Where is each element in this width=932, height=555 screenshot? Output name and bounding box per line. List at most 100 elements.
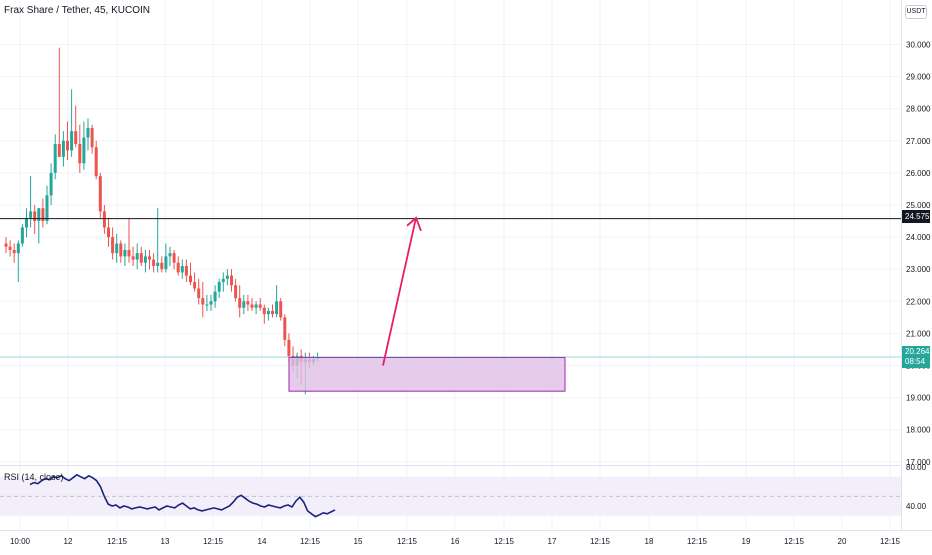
candle-body [217,282,221,292]
candle-body [279,301,283,318]
candle-body [78,144,82,164]
price-tick-label: 29.000 [906,73,931,82]
candle-body [29,211,33,218]
time-tick-label: 10:00 [10,537,31,546]
current-price-badge: 20.264 08:54 [902,346,930,368]
candle-body [16,243,20,254]
rsi-indicator-label[interactable]: RSI (14, close) [4,472,64,482]
time-tick-label: 13 [161,537,170,546]
candle-body [57,144,61,157]
price-tick-label: 22.000 [906,297,931,306]
candle-body [111,237,115,254]
candle-body [86,127,90,138]
price-tick-label: 18.000 [906,426,931,435]
bar-countdown: 08:54 [905,357,926,366]
candle-body [49,172,53,196]
candle-body [225,275,229,279]
candle-body [156,262,160,266]
candle-body [180,265,184,273]
time-tick-label: 12:15 [203,537,224,546]
resistance-price-badge: 24.575 [902,210,930,223]
time-tick-label: 12:15 [494,537,515,546]
candle-body [119,243,123,257]
candle-body [176,262,180,273]
price-tick-label: 30.000 [906,41,931,50]
candle-body [275,301,279,315]
candle-body [238,298,242,308]
price-tick-label: 21.000 [906,329,931,338]
candle-body [197,288,201,299]
candle-body [152,259,156,266]
time-axis[interactable]: 10:00 12 12:15 13 12:15 14 12:15 15 12:15 16 12:15… [10,537,901,546]
candle-body [115,243,119,254]
candle-body [45,195,49,222]
arrow-head [406,216,422,232]
candle-body [70,131,74,151]
price-tick-label: 25.000 [906,201,931,210]
candle-body [242,301,246,308]
chart-title: Frax Share / Tether, 45, KUCOIN [4,5,150,16]
candle-body [53,144,57,173]
candle-body [246,301,250,305]
candle-body [20,227,24,244]
time-tick-label: 20 [838,537,847,546]
candle-body [262,307,266,315]
candle-body [33,211,37,222]
price-axis[interactable]: 30.000 29.000 28.000 27.000 26.000 25.000 24.0… [906,41,931,467]
rsi-tick-label: 40.00 [906,502,927,511]
rsi-line [29,473,336,518]
time-tick-label: 12:15 [784,537,805,546]
candle-body [127,249,131,257]
current-price-value: 20.264 [905,347,930,356]
candle-body [135,253,139,260]
price-tick-label: 28.000 [906,105,931,114]
candle-body [189,275,192,283]
candle-body [160,262,164,270]
candle-body [287,339,291,356]
candle-body [221,278,225,283]
price-tick-label: 17.000 [906,458,931,467]
candle-body [74,131,78,145]
candle-body [12,249,16,254]
arrow-shaft [382,217,417,366]
candle-body [8,246,12,250]
candle-body [283,317,287,340]
time-tick-label: 18 [645,537,654,546]
candle-body [25,217,28,228]
candle-body [139,253,143,263]
time-tick-label: 19 [742,537,751,546]
candle-body [250,304,254,308]
candle-body [107,227,110,238]
candle-body [82,137,86,164]
price-tick-label: 27.000 [906,137,931,146]
time-tick-label: 12 [64,537,73,546]
candle-body [172,253,176,263]
support-zone[interactable] [288,356,566,392]
candle-body [184,265,188,276]
time-tick-label: 12:15 [397,537,418,546]
price-tick-label: 26.000 [906,169,931,178]
candle-body [94,147,98,177]
candle-body [168,253,172,257]
candle-body [4,243,8,247]
candle-body [131,256,135,260]
time-tick-label: 12:15 [687,537,708,546]
candle-body [205,304,209,306]
projection-arrow[interactable] [382,216,422,366]
currency-button[interactable]: USDT [905,5,927,19]
candle-body [66,140,69,151]
time-tick-label: 12:15 [300,537,321,546]
price-tick-label: 19.000 [906,394,931,403]
candle-body [209,301,213,305]
rsi-tick-label: 80.00 [906,463,927,472]
candle-body [258,304,262,308]
price-candles [4,47,320,395]
time-tick-label: 17 [548,537,557,546]
candle-body [230,275,233,286]
candle-body [90,127,94,148]
resistance-price-value: 24.575 [905,212,930,221]
candle-body [266,310,270,315]
candle-body [37,208,41,222]
